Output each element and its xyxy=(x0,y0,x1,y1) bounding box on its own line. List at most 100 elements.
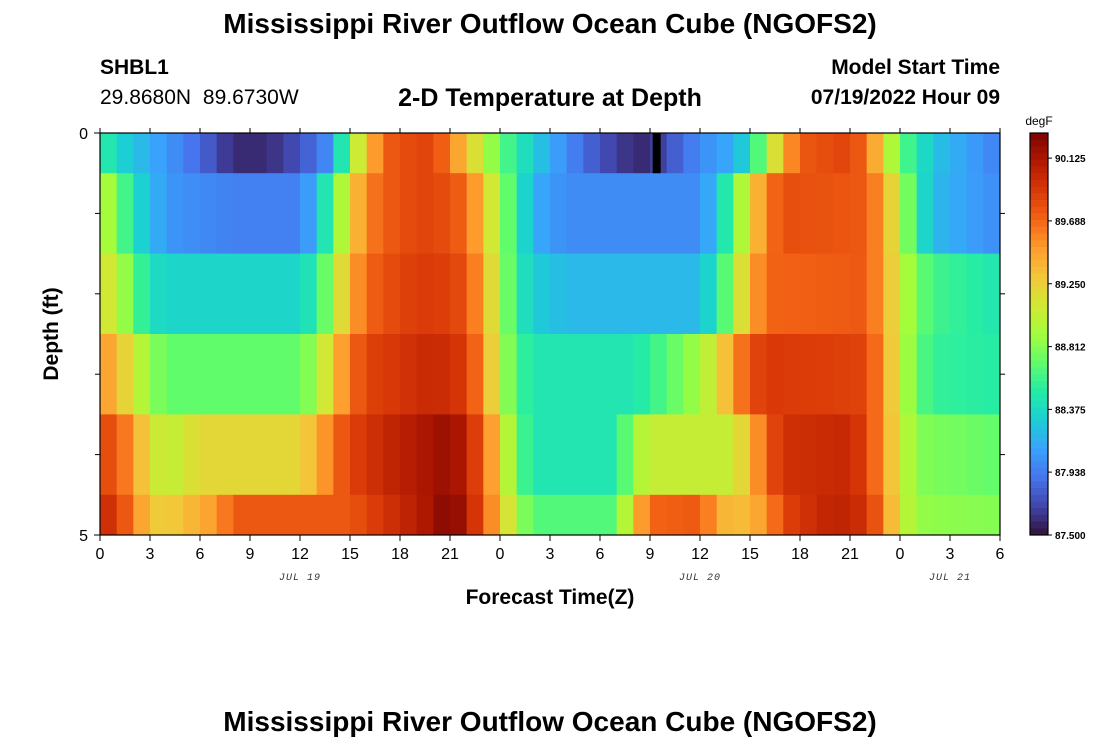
heatmap-cell-1-9 xyxy=(250,173,268,254)
colorbar-swatch xyxy=(1030,173,1048,181)
heatmap-cell-0-13 xyxy=(316,133,334,174)
heatmap-cell-0-32 xyxy=(633,133,651,174)
heatmap-cell-1-24 xyxy=(500,173,518,254)
colorbar-swatch xyxy=(1030,380,1048,389)
heatmap-cell-0-17 xyxy=(383,133,401,174)
heatmap-cell-2-13 xyxy=(316,253,334,335)
heatmap-cell-4-11 xyxy=(283,414,301,496)
heatmap-cell-0-18 xyxy=(400,133,418,174)
colorbar-swatch xyxy=(1030,307,1048,315)
heatmap-cell-4-10 xyxy=(266,414,284,496)
heatmap-cell-3-19 xyxy=(416,334,434,415)
heatmap-cell-3-44 xyxy=(833,334,851,415)
heatmap-cell-3-17 xyxy=(383,334,401,415)
heatmap-cell-4-5 xyxy=(183,414,201,496)
colorbar-swatch xyxy=(1030,514,1048,523)
heatmap-cell-2-7 xyxy=(216,253,234,335)
heatmap-cell-5-5 xyxy=(183,494,201,536)
heatmap-cell-5-14 xyxy=(333,494,351,536)
heatmap-cell-4-35 xyxy=(683,414,701,496)
heatmap-cell-1-25 xyxy=(516,173,534,254)
heatmap-cell-3-11 xyxy=(283,334,301,415)
heatmap-cell-2-0 xyxy=(100,253,118,335)
heatmap-cell-5-27 xyxy=(550,494,568,536)
heatmap-cell-1-16 xyxy=(366,173,384,254)
heatmap-cell-5-51 xyxy=(950,494,968,536)
station-id: SHBL1 xyxy=(100,56,169,79)
x-tick-label: 9 xyxy=(646,546,655,563)
heatmap-cell-1-51 xyxy=(950,173,968,254)
x-tick-label: 12 xyxy=(291,546,309,563)
heatmap-cell-4-27 xyxy=(550,414,568,496)
colorbar-swatch xyxy=(1030,461,1048,469)
heatmap-cell-1-17 xyxy=(383,173,401,254)
x-tick-label: 3 xyxy=(946,546,955,563)
heatmap-cell-2-42 xyxy=(800,253,818,335)
heatmap-cell-0-45 xyxy=(850,133,868,174)
heatmap-cell-1-27 xyxy=(550,173,568,254)
model-start-label: Model Start Time xyxy=(831,56,1000,79)
heatmap-cell-0-7 xyxy=(216,133,234,174)
heatmap-cell-2-50 xyxy=(933,253,951,335)
heatmap-cell-2-29 xyxy=(583,253,601,335)
heatmap-cell-4-33 xyxy=(650,414,668,496)
heatmap-cell-5-47 xyxy=(883,494,901,536)
colorbar-swatch xyxy=(1030,300,1048,308)
x-tick-label: 3 xyxy=(146,546,155,563)
heatmap-cell-5-15 xyxy=(350,494,368,536)
heatmap-cell-0-50 xyxy=(933,133,951,174)
heatmap-cell-3-24 xyxy=(500,334,518,415)
heatmap-cell-0-11 xyxy=(283,133,301,174)
heatmap-cell-4-14 xyxy=(333,414,351,496)
heatmap-cells xyxy=(100,133,1001,536)
heatmap-cell-4-4 xyxy=(166,414,184,496)
heatmap-cell-5-23 xyxy=(483,494,501,536)
colorbar-swatch xyxy=(1030,360,1048,368)
heatmap-cell-4-31 xyxy=(616,414,634,496)
heatmap-cell-1-31 xyxy=(616,173,634,254)
x-tick-label: 0 xyxy=(896,546,905,563)
heatmap-cell-3-25 xyxy=(516,334,534,415)
heatmap-cell-1-21 xyxy=(450,173,468,254)
heatmap-cell-3-52 xyxy=(966,334,984,415)
heatmap-cell-1-32 xyxy=(633,173,651,254)
missing-data-cell xyxy=(652,133,661,174)
heatmap-cell-0-25 xyxy=(516,133,534,174)
heatmap-cell-3-45 xyxy=(850,334,868,415)
x-tick-label: 6 xyxy=(996,546,1005,563)
heatmap-cell-3-22 xyxy=(466,334,484,415)
heatmap-cell-5-33 xyxy=(650,494,668,536)
heatmap-cell-3-32 xyxy=(633,334,651,415)
heatmap-cell-1-47 xyxy=(883,173,901,254)
heatmap-cell-0-31 xyxy=(616,133,634,174)
heatmap-cell-2-20 xyxy=(433,253,451,335)
heatmap-cell-4-29 xyxy=(583,414,601,496)
colorbar-swatch xyxy=(1030,186,1048,194)
heatmap-cell-5-4 xyxy=(166,494,184,536)
heatmap-cell-5-6 xyxy=(200,494,218,536)
heatmap-cell-4-48 xyxy=(900,414,918,496)
colorbar-swatch xyxy=(1030,407,1048,415)
colorbar-unit: degF xyxy=(1025,114,1052,128)
colorbar-swatch xyxy=(1030,354,1048,362)
heatmap-cell-2-44 xyxy=(833,253,851,335)
heatmap-cell-0-16 xyxy=(366,133,384,174)
heatmap-cell-4-22 xyxy=(466,414,484,496)
date-label: JUL 19 xyxy=(279,573,321,584)
heatmap-cell-3-13 xyxy=(316,334,334,415)
heatmap-cell-0-0 xyxy=(100,133,118,174)
heatmap-cell-3-4 xyxy=(166,334,184,415)
colorbar-swatch xyxy=(1030,334,1048,342)
heatmap-cell-1-0 xyxy=(100,173,118,254)
colorbar-swatch xyxy=(1030,193,1048,201)
heatmap-cell-5-35 xyxy=(683,494,701,536)
y-axis-label: Depth (ft) xyxy=(40,287,63,380)
heatmap-cell-0-1 xyxy=(116,133,134,174)
heatmap-cell-5-52 xyxy=(966,494,984,536)
heatmap-cell-0-14 xyxy=(333,133,351,174)
heatmap-cell-0-20 xyxy=(433,133,451,174)
heatmap-cell-5-38 xyxy=(733,494,751,536)
heatmap-cell-2-51 xyxy=(950,253,968,335)
heatmap-cell-3-10 xyxy=(266,334,284,415)
heatmap-cell-4-20 xyxy=(433,414,451,496)
